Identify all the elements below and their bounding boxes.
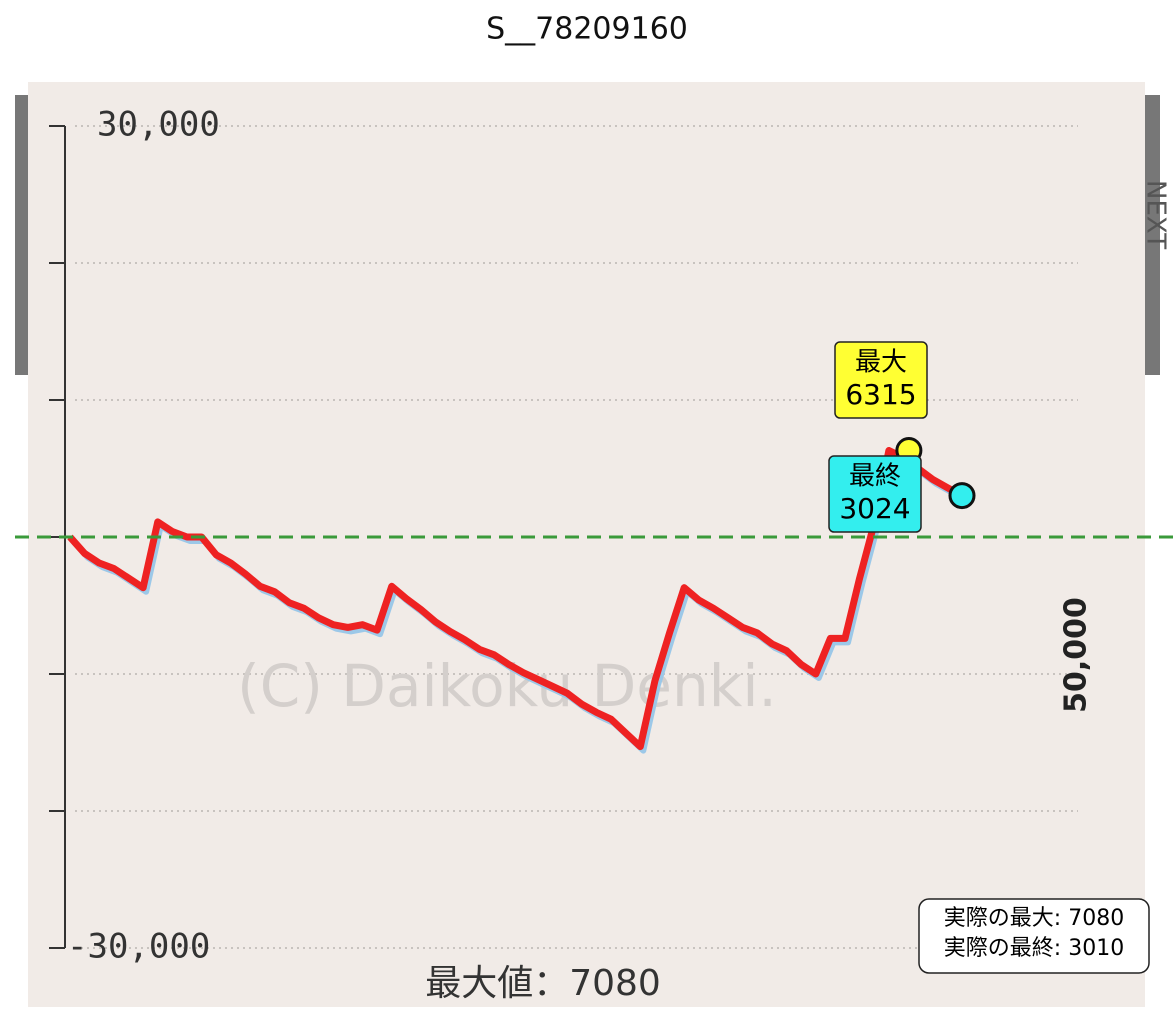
annotation-value: 3024	[839, 492, 910, 525]
annotation-box	[828, 455, 922, 533]
plot-panel	[28, 82, 1145, 1007]
chart-title: S__78209160	[486, 12, 688, 47]
annotation-box	[834, 341, 928, 419]
footer-label: 最大値：7080	[425, 963, 661, 1004]
y-tick-label: 30,000	[97, 105, 220, 145]
annotation-label: 最終	[849, 462, 901, 492]
note-line: 実際の最大: 7080	[944, 906, 1124, 931]
note-frame	[918, 898, 1150, 974]
next-shape[interactable]	[1145, 95, 1160, 375]
annotation-value: 6315	[845, 378, 916, 411]
x-end-label: 50,000	[1059, 597, 1094, 713]
back-shape[interactable]	[15, 95, 28, 375]
note-box: 実際の最大: 7080 実際の最終: 3010	[918, 898, 1150, 974]
annotation-marker	[948, 482, 976, 510]
note-line: 実際の最終: 3010	[944, 936, 1124, 961]
next-label[interactable]: NEXT	[1141, 180, 1171, 249]
annotation-label: 最大	[855, 348, 907, 378]
y-tick-label: -30,000	[67, 927, 210, 967]
next-button[interactable]: NEXT	[1141, 95, 1171, 375]
back-button[interactable]: BACK	[0, 0, 28, 375]
line	[67, 446, 964, 751]
